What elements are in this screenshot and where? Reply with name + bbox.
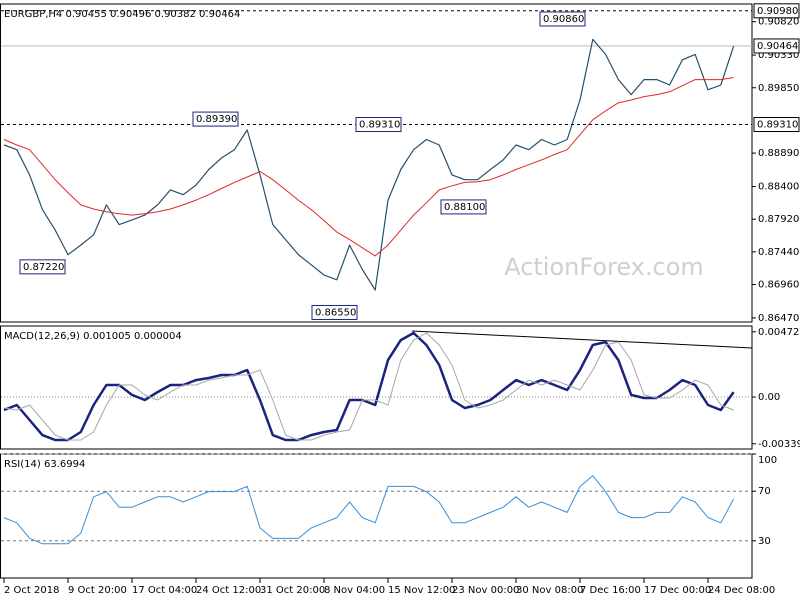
x-tick-label: 30 Nov 08:00 (516, 585, 583, 596)
y-tick-label: -0.003391 (758, 439, 800, 450)
series-line (3, 332, 734, 441)
x-tick-label: 15 Nov 12:00 (388, 585, 455, 596)
y-tick-label: 0.90820 (758, 17, 799, 28)
panel-frame (0, 453, 753, 579)
annotation-box (539, 11, 586, 27)
series-line (3, 475, 735, 545)
annotation-label: 0.86550 (315, 307, 356, 318)
y-tick-label: 100 (758, 455, 777, 466)
x-tick-label: 2 Oct 2018 (4, 585, 59, 596)
x-tick-label: 7 Dec 16:00 (580, 585, 641, 596)
y-tick-label: 70 (758, 486, 771, 497)
annotation-box (440, 199, 487, 215)
level-label-box (753, 117, 800, 133)
y-tick-label: 0.90330 (758, 50, 799, 61)
x-tick-label: 17 Oct 04:00 (132, 585, 197, 596)
annotation-box (19, 259, 66, 275)
series-line (3, 77, 734, 257)
y-tick-label: 0.88890 (758, 148, 799, 159)
annotation-box (192, 111, 239, 127)
x-tick-label: 24 Oct 12:00 (196, 585, 261, 596)
annotation-label: 0.89310 (359, 120, 400, 131)
macd-trendline (411, 330, 753, 349)
annotation-label: 0.88100 (444, 202, 485, 213)
last-price-box (753, 38, 800, 54)
x-tick-label: 24 Dec 08:00 (708, 585, 775, 596)
level-label-box (753, 3, 800, 19)
series-line (3, 331, 735, 442)
x-tick-label: 8 Nov 04:00 (324, 585, 385, 596)
annotation-label: 0.87220 (23, 262, 64, 273)
y-tick-label: 0.89850 (758, 83, 799, 94)
y-tick-label: 0.87440 (758, 247, 799, 258)
annotation-box (355, 117, 402, 133)
y-tick-label: 0.88400 (758, 181, 799, 192)
panel-frame (0, 3, 753, 323)
annotation-label: 0.89390 (196, 114, 237, 125)
x-tick-label: 9 Oct 20:00 (68, 585, 127, 596)
last-price-label: 0.90464 (757, 41, 798, 52)
level-label: 0.89310 (757, 120, 798, 131)
panel-title: MACD(12,26,9) 0.001005 0.000004 (4, 331, 182, 342)
level-label: 0.90980 (757, 6, 798, 17)
annotation-box (311, 304, 358, 320)
y-tick-label: 0.004729 (758, 327, 800, 338)
x-tick-label: 23 Nov 00:00 (452, 585, 519, 596)
panel-title: RSI(14) 63.6994 (4, 459, 85, 470)
panel-title: EURGBP,H4 0.90455 0.90496 0.90382 0.9046… (4, 9, 240, 20)
y-tick-label: 0.86960 (758, 280, 799, 291)
x-tick-label: 17 Dec 00:00 (644, 585, 711, 596)
y-tick-label: 0.86470 (758, 313, 799, 324)
series-line (3, 38, 735, 291)
y-tick-label: 0.00 (758, 392, 780, 403)
annotation-label: 0.90860 (543, 14, 584, 25)
y-tick-label: 30 (758, 536, 771, 547)
watermark: ActionForex.com (504, 253, 704, 281)
y-tick-label: 0.87920 (758, 214, 799, 225)
x-tick-label: 31 Oct 20:00 (260, 585, 325, 596)
panel-frame (0, 325, 753, 450)
